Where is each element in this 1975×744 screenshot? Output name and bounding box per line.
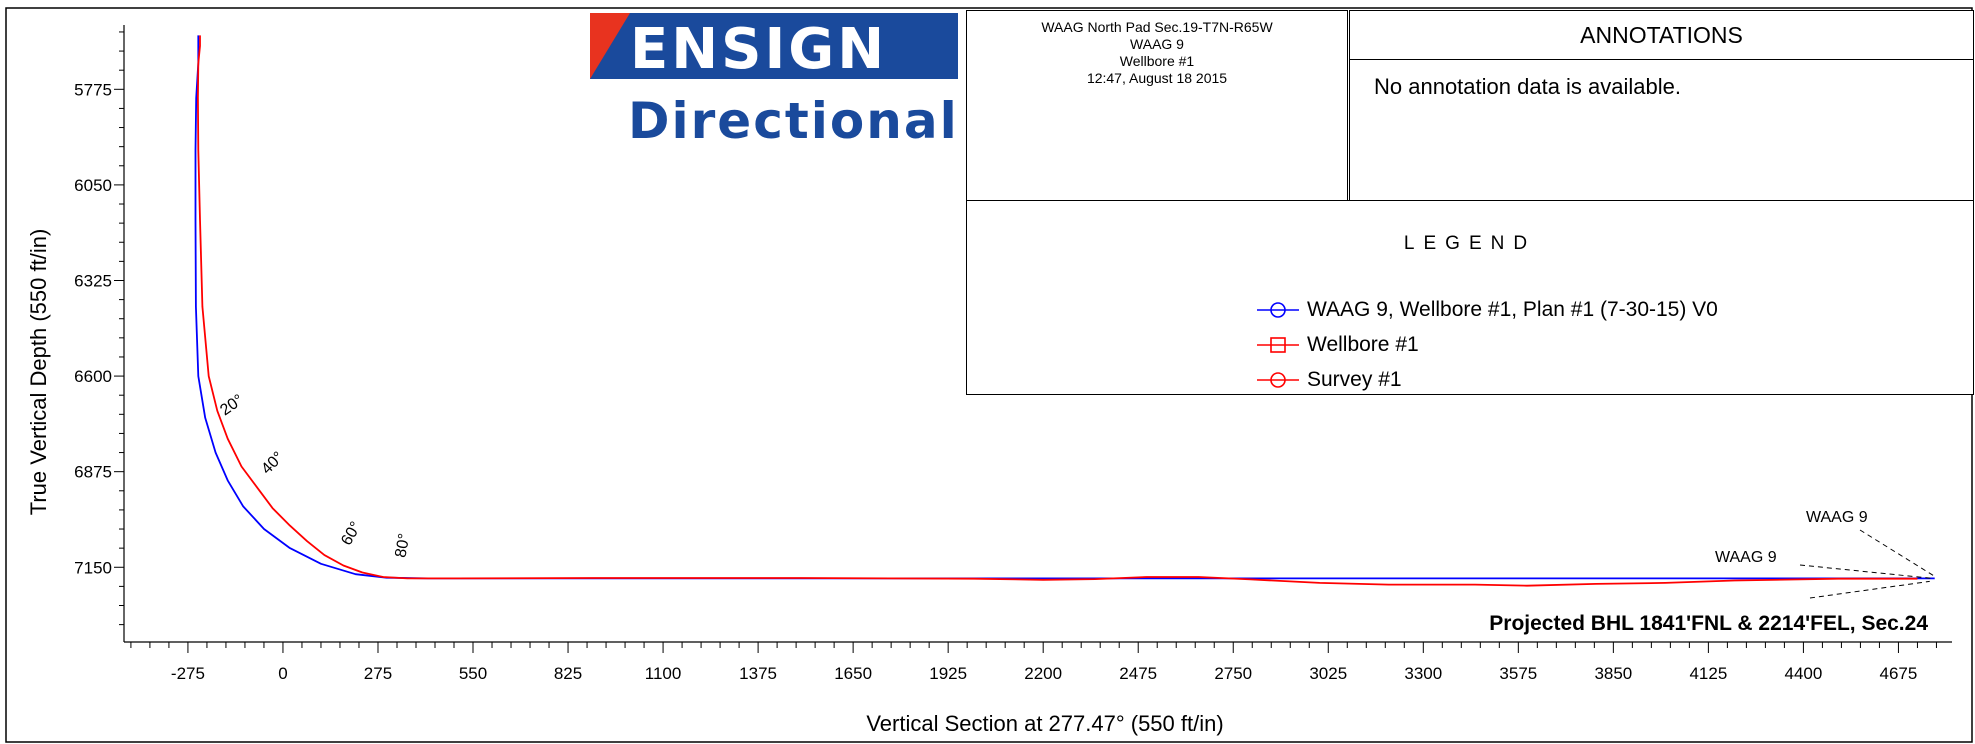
bhl-label: Projected BHL 1841'FNL & 2214'FEL, Sec.2… bbox=[1489, 612, 1928, 635]
target-label: WAAG 9 bbox=[1715, 549, 1777, 566]
annotations-header: ANNOTATIONS bbox=[1349, 10, 1974, 61]
x-tick-label: -275 bbox=[171, 664, 205, 683]
y-tick-label: 7150 bbox=[74, 558, 112, 577]
x-tick-label: 1925 bbox=[929, 664, 967, 683]
legend-label: WAAG 9, Wellbore #1, Plan #1 (7-30-15) V… bbox=[1307, 298, 1718, 321]
x-tick-label: 0 bbox=[278, 664, 287, 683]
legend-box: LEGEND WAAG 9, Wellbore #1, Plan #1 (7-3… bbox=[966, 200, 1974, 395]
x-tick-label: 4400 bbox=[1784, 664, 1822, 683]
header-line: WAAG North Pad Sec.19-T7N-R65W bbox=[1041, 19, 1273, 35]
target-label: WAAG 9 bbox=[1806, 509, 1868, 526]
x-tick-label: 4675 bbox=[1880, 664, 1918, 683]
x-tick-label: 1375 bbox=[739, 664, 777, 683]
x-tick-label: 2475 bbox=[1119, 664, 1157, 683]
y-tick-label: 6875 bbox=[74, 463, 112, 482]
x-tick-label: 1650 bbox=[834, 664, 872, 683]
inclination-label: 60° bbox=[338, 519, 365, 548]
label-group: 20° 40° 60° 80° WAAG 9 WAAG 9 Projected BHL 18… bbox=[217, 392, 1935, 635]
legend-label: Wellbore #1 bbox=[1307, 333, 1419, 356]
y-tick-label: 6600 bbox=[74, 367, 112, 386]
x-tick-label: 3575 bbox=[1499, 664, 1537, 683]
y-tick-label: 6050 bbox=[74, 176, 112, 195]
y-tick-label: 6325 bbox=[74, 271, 112, 290]
legend-item-survey: Survey #1 bbox=[1257, 365, 1402, 395]
x-tick-label: 3300 bbox=[1404, 664, 1442, 683]
x-tick-label: 825 bbox=[554, 664, 582, 683]
x-tick-label: 550 bbox=[459, 664, 487, 683]
x-tick-label: 2200 bbox=[1024, 664, 1062, 683]
y-tick-label: 5775 bbox=[74, 80, 112, 99]
legend-items: WAAG 9, Wellbore #1, Plan #1 (7-30-15) V… bbox=[1257, 295, 1857, 395]
title-box: WAAG North Pad Sec.19-T7N-R65W WAAG 9 We… bbox=[966, 10, 1348, 202]
legend-item-plan: WAAG 9, Wellbore #1, Plan #1 (7-30-15) V… bbox=[1257, 295, 1718, 325]
header-line: WAAG 9 bbox=[1130, 36, 1184, 52]
annotations-title: ANNOTATIONS bbox=[1580, 22, 1743, 48]
x-tick-label: 2750 bbox=[1214, 664, 1252, 683]
legend-marker-survey bbox=[1257, 372, 1299, 388]
logo-word: ENSIGN bbox=[630, 17, 888, 79]
x-tick-label: 3850 bbox=[1594, 664, 1632, 683]
inclination-label: 80° bbox=[392, 532, 413, 559]
legend-item-wellbore: Wellbore #1 bbox=[1257, 330, 1419, 360]
series-group bbox=[194, 35, 1935, 587]
inclination-label: 40° bbox=[258, 449, 287, 478]
target-leader bbox=[1799, 564, 1933, 579]
annotations-text: No annotation data is available. bbox=[1374, 74, 1681, 99]
header-line: 12:47, August 18 2015 bbox=[1086, 70, 1228, 86]
x-axis-label: Vertical Section at 277.47° (550 ft/in) bbox=[866, 711, 1223, 736]
bhl-leader bbox=[1809, 580, 1930, 599]
logo-subtitle: Directional bbox=[628, 92, 959, 150]
x-tick-label: 3025 bbox=[1309, 664, 1347, 683]
logo-banner: ENSIGN bbox=[590, 13, 958, 79]
legend-title: LEGEND bbox=[1403, 233, 1537, 254]
y-axis-label: True Vertical Depth (550 ft/in) bbox=[26, 229, 51, 516]
header-line: Wellbore #1 bbox=[1119, 53, 1195, 69]
x-tick-label: 1100 bbox=[645, 664, 682, 683]
survey-line bbox=[197, 35, 1918, 587]
x-tick-label: 275 bbox=[364, 664, 392, 683]
legend-marker-wellbore bbox=[1257, 337, 1299, 353]
target-leader bbox=[1859, 529, 1935, 577]
axes: 5775 6050 6325 6600 6875 7150 -275 0 275 550 825 11… bbox=[74, 25, 1952, 683]
inclination-label: 20° bbox=[217, 392, 247, 420]
x-tick-label: 4125 bbox=[1689, 664, 1727, 683]
legend-label: Survey #1 bbox=[1307, 368, 1402, 391]
legend-marker-plan bbox=[1257, 302, 1299, 318]
annotations-body: No annotation data is available. bbox=[1349, 59, 1974, 202]
